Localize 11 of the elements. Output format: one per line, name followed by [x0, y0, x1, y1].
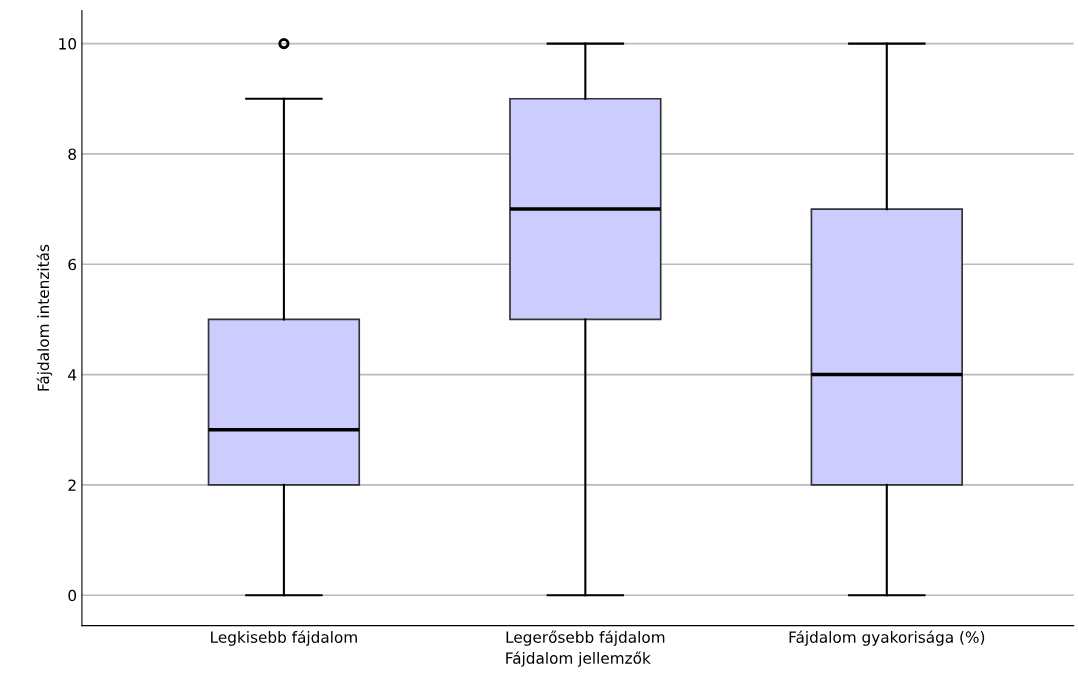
x-tick-label: Legerősebb fájdalom	[506, 630, 665, 646]
y-tick-label: 2	[68, 479, 76, 491]
y-tick-label: 0	[68, 589, 77, 602]
y-tick-label: 8	[68, 148, 77, 160]
x-tick-label: Legkisebb fájdalom	[211, 630, 357, 646]
y-tick-label: 6	[68, 258, 77, 271]
x-tick-label: Fájdalom gyakorisága (%)	[789, 630, 985, 646]
y-tick-label: 10	[59, 38, 77, 50]
x-axis-title: Fájdalom jellemzők	[506, 651, 651, 667]
y-tick-label: 4	[68, 369, 77, 381]
y-axis-title: Fájdalom intenzitás	[36, 244, 53, 391]
